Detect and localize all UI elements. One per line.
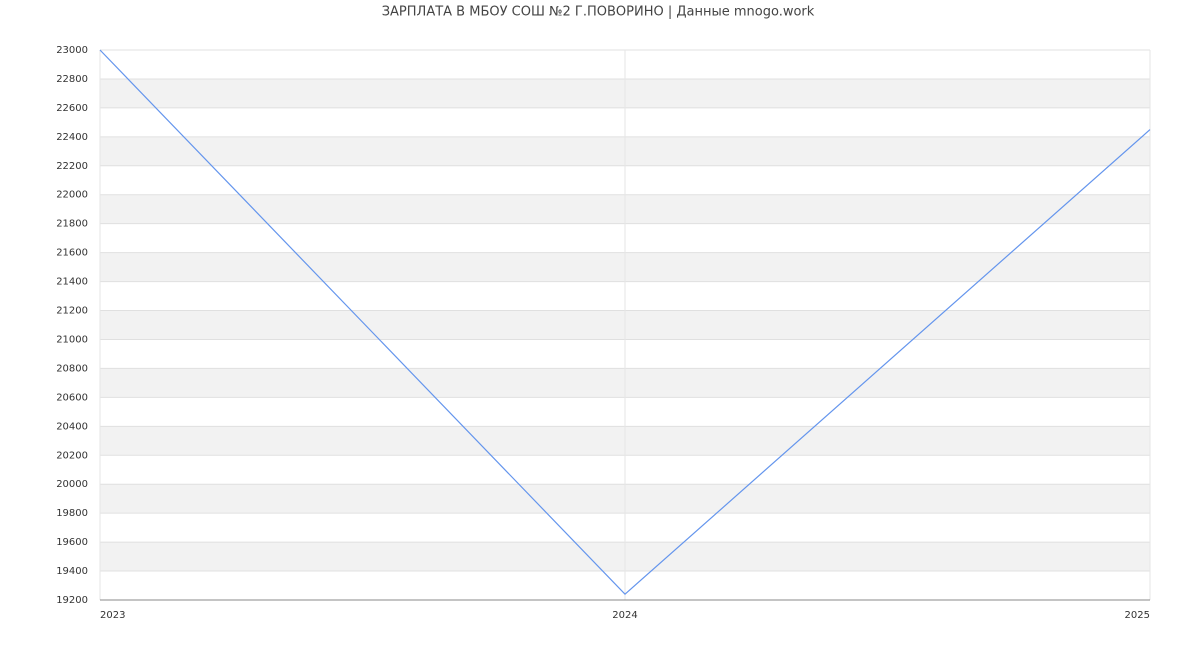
y-tick-label: 22600 [56,103,88,114]
y-tick-label: 21600 [56,248,88,259]
y-tick-label: 23000 [56,45,88,56]
y-tick-label: 22800 [56,74,88,85]
chart-title: ЗАРПЛАТА В МБОУ СОШ №2 Г.ПОВОРИНО | Данн… [382,5,815,20]
y-tick-label: 21200 [56,306,88,317]
y-tick-label: 20600 [56,392,88,403]
y-tick-label: 22000 [56,190,88,201]
y-tick-label: 21000 [56,334,88,345]
y-tick-label: 20000 [56,479,88,490]
y-tick-label: 21800 [56,219,88,230]
y-tick-label: 19400 [56,566,88,577]
y-tick-label: 19600 [56,537,88,548]
y-tick-label: 19200 [56,595,88,606]
y-tick-label: 22400 [56,132,88,143]
x-tick-label: 2023 [100,610,125,621]
y-tick-label: 20400 [56,421,88,432]
y-tick-label: 21400 [56,277,88,288]
y-tick-label: 20800 [56,363,88,374]
y-tick-label: 22200 [56,161,88,172]
x-tick-label: 2025 [1125,610,1150,621]
x-tick-label: 2024 [612,610,637,621]
y-tick-label: 19800 [56,508,88,519]
y-tick-label: 20200 [56,450,88,461]
data-line [99,49,1151,596]
